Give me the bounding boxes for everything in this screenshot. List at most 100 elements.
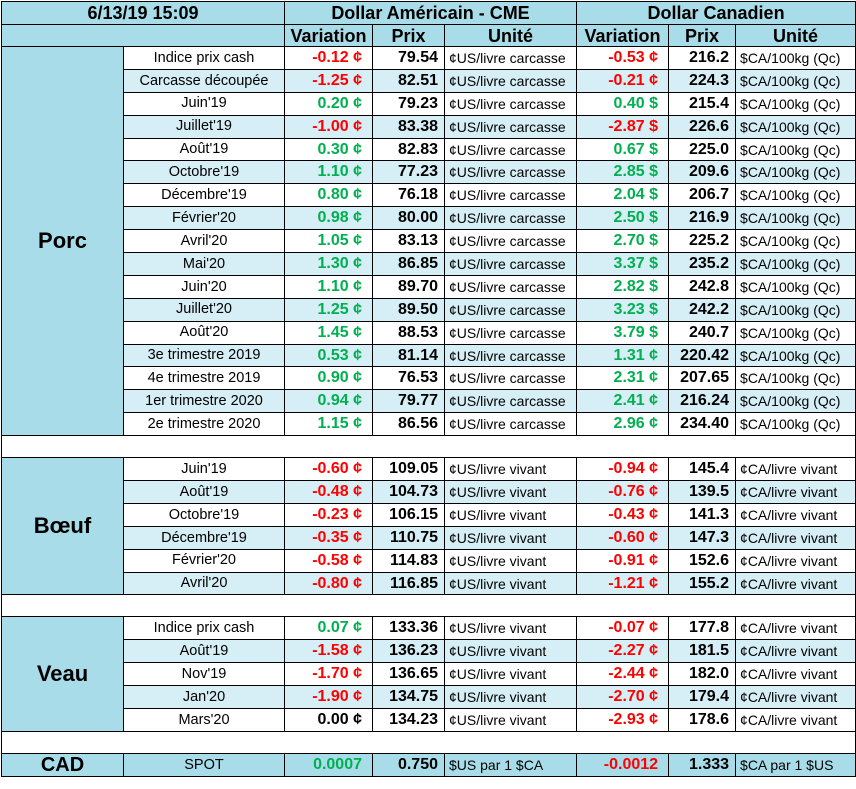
cad-variation: -0.07 ¢ bbox=[576, 616, 670, 641]
usd-price: 83.13 bbox=[372, 229, 445, 254]
table-row: Porc Indice prix cash -0.12 ¢ 79.54 ¢US/livr… bbox=[1, 45, 856, 437]
contract-label: Août'19 bbox=[123, 137, 285, 162]
spacer-cell bbox=[0, 435, 856, 459]
usd-variation: 0.20 ¢ bbox=[284, 91, 373, 116]
contract-label: 4e trimestre 2019 bbox=[123, 366, 285, 391]
contract-label: Décembre'19 bbox=[123, 183, 285, 208]
usd-unit: ¢US/livre carcasse bbox=[443, 412, 578, 437]
cad-unit: $CA/100kg (Qc) bbox=[735, 389, 856, 414]
table-row: 3e trimestre 2019 0.53 ¢ 81.14 ¢US/livre ca… bbox=[2, 343, 856, 368]
table-row: Bœuf Juin'19 -0.60 ¢ 109.05 ¢US/livre vivant… bbox=[1, 457, 856, 596]
contract-label: Indice prix cash bbox=[123, 616, 285, 641]
cad-price: 216.2 bbox=[668, 46, 737, 70]
usd-unit: $US par 1 $CA bbox=[443, 752, 578, 777]
cad-group-header: Dollar Canadien bbox=[576, 1, 856, 25]
table-row: Août'19 0.30 ¢ 82.83 ¢US/livre carcasse 0.67… bbox=[2, 137, 856, 162]
table-row: Octobre'19 1.10 ¢ 77.23 ¢US/livre carcasse 2… bbox=[2, 160, 856, 185]
contract-label: Juillet'20 bbox=[123, 297, 285, 322]
usd-price: 81.14 bbox=[372, 343, 445, 368]
usd-price: 77.23 bbox=[372, 160, 445, 185]
usd-unit: ¢US/livre carcasse bbox=[443, 297, 578, 322]
cad-unit: $CA/100kg (Qc) bbox=[735, 114, 856, 139]
cad-unit: ¢CA/livre vivant bbox=[735, 639, 856, 664]
cad-price: 215.4 bbox=[668, 91, 737, 116]
usd-variation: 0.53 ¢ bbox=[284, 343, 373, 368]
table-row: Juillet'20 1.25 ¢ 89.50 ¢US/livre carcasse 3… bbox=[2, 297, 856, 322]
usd-unit: ¢US/livre vivant bbox=[443, 548, 578, 573]
usd-price: 116.85 bbox=[372, 571, 445, 596]
usd-unit: ¢US/livre vivant bbox=[443, 708, 578, 732]
usd-unit: ¢US/livre vivant bbox=[443, 480, 578, 504]
contract-label: Jan'20 bbox=[123, 685, 285, 710]
cad-variation: -2.44 ¢ bbox=[576, 662, 670, 687]
usd-variation: 0.07 ¢ bbox=[284, 616, 373, 641]
contract-label: Décembre'19 bbox=[123, 525, 285, 550]
cad-unit: $CA/100kg (Qc) bbox=[735, 68, 856, 93]
usd-price: 76.53 bbox=[372, 366, 445, 391]
usd-price: 88.53 bbox=[372, 320, 445, 345]
usd-variation: 0.90 ¢ bbox=[284, 366, 373, 391]
cad-variation: -1.21 ¢ bbox=[576, 571, 670, 596]
usd-price: 79.23 bbox=[372, 91, 445, 116]
cad-price: 179.4 bbox=[668, 685, 737, 710]
cad-price: 234.40 bbox=[668, 412, 737, 437]
usd-variation: -0.35 ¢ bbox=[284, 525, 373, 550]
cad-unit: $CA/100kg (Qc) bbox=[735, 320, 856, 345]
usd-price: 82.51 bbox=[372, 68, 445, 93]
contract-label: Avril'20 bbox=[123, 229, 285, 254]
cad-unit: ¢CA/livre vivant bbox=[735, 457, 856, 482]
cad-price: 209.6 bbox=[668, 160, 737, 185]
table-row: Octobre'19 -0.23 ¢ 106.15 ¢US/livre vivant -… bbox=[2, 502, 856, 527]
cad-variation: 2.82 $ bbox=[576, 274, 670, 299]
veau-category-label: Veau bbox=[1, 616, 124, 732]
cad-variation: 3.37 $ bbox=[576, 252, 670, 276]
usd-unit: ¢US/livre carcasse bbox=[443, 343, 578, 368]
usd-price: 79.54 bbox=[372, 46, 445, 70]
usd-unit: ¢US/livre vivant bbox=[443, 616, 578, 641]
cad-price: 224.3 bbox=[668, 68, 737, 93]
usd-unit: ¢US/livre carcasse bbox=[443, 91, 578, 116]
table-row: Juin'19 0.20 ¢ 79.23 ¢US/livre carcasse 0.40… bbox=[2, 91, 856, 116]
usd-price: 76.18 bbox=[372, 183, 445, 208]
cad-variation: 3.79 $ bbox=[576, 320, 670, 345]
table-row: 1er trimestre 2020 0.94 ¢ 79.77 ¢US/livre c… bbox=[2, 389, 856, 414]
cad-unit: $CA/100kg (Qc) bbox=[735, 366, 856, 391]
usd-price: 86.85 bbox=[372, 252, 445, 276]
usd-variation: 0.98 ¢ bbox=[284, 206, 373, 231]
usd-unit: ¢US/livre vivant bbox=[443, 525, 578, 550]
cad-price: 181.5 bbox=[668, 639, 737, 664]
cad-unit: ¢CA/livre vivant bbox=[735, 616, 856, 641]
usd-variation: -1.25 ¢ bbox=[284, 68, 373, 93]
usd-variation: -1.90 ¢ bbox=[284, 685, 373, 710]
cad-price: 141.3 bbox=[668, 502, 737, 527]
cad-price: 139.5 bbox=[668, 480, 737, 504]
cad-unit: ¢CA/livre vivant bbox=[735, 480, 856, 504]
table-row: Décembre'19 -0.35 ¢ 110.75 ¢US/livre vivant… bbox=[2, 525, 856, 550]
contract-label: Juillet'19 bbox=[123, 114, 285, 139]
usd-variation: -0.60 ¢ bbox=[284, 457, 373, 482]
cad-unit: $CA/100kg (Qc) bbox=[735, 229, 856, 254]
cad-unit: $CA/100kg (Qc) bbox=[735, 412, 856, 437]
cad-unit: ¢CA/livre vivant bbox=[735, 502, 856, 527]
cad-price: 220.42 bbox=[668, 343, 737, 368]
cad-unit: $CA/100kg (Qc) bbox=[735, 297, 856, 322]
spacer-row bbox=[0, 435, 856, 459]
contract-label: Juin'20 bbox=[123, 274, 285, 299]
cad-price: 147.3 bbox=[668, 525, 737, 550]
cad-unite-header: Unité bbox=[735, 24, 856, 47]
cad-variation: 0.67 $ bbox=[576, 137, 670, 162]
table-row: 2e trimestre 2020 1.15 ¢ 86.56 ¢US/livre ca… bbox=[2, 412, 856, 437]
header-row-1: 6/13/19 15:09 Dollar Américain - CME Dol… bbox=[1, 1, 856, 25]
table-row: Juin'20 1.10 ¢ 89.70 ¢US/livre carcasse 2.82… bbox=[2, 274, 856, 299]
usd-unit: ¢US/livre carcasse bbox=[443, 183, 578, 208]
table-row: Juillet'19 -1.00 ¢ 83.38 ¢US/livre carcasse… bbox=[2, 114, 856, 139]
contract-label: Octobre'19 bbox=[123, 502, 285, 527]
usd-variation: 0.94 ¢ bbox=[284, 389, 373, 414]
usd-variation: -0.12 ¢ bbox=[284, 46, 373, 70]
contract-label: 3e trimestre 2019 bbox=[123, 343, 285, 368]
cad-price: 235.2 bbox=[668, 252, 737, 276]
usd-variation: -1.58 ¢ bbox=[284, 639, 373, 664]
contract-label: Août'20 bbox=[123, 320, 285, 345]
cad-category-label: CAD bbox=[1, 752, 124, 777]
usd-price: 110.75 bbox=[372, 525, 445, 550]
